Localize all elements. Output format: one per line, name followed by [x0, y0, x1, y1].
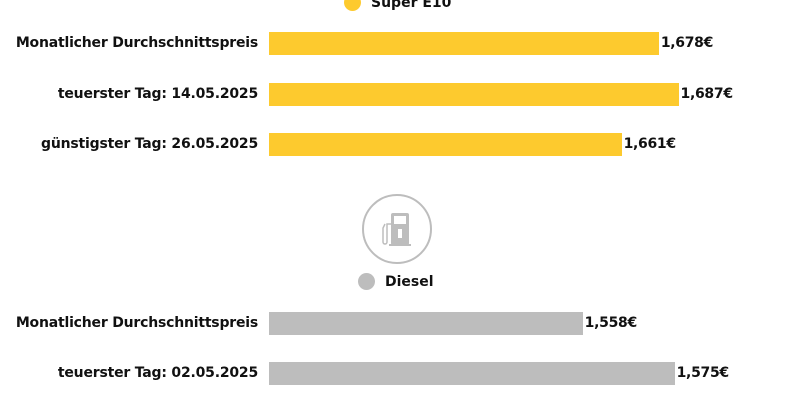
value-label: 1,687€ — [680, 86, 734, 102]
legend-label-super: Super E10 — [371, 0, 452, 11]
category-label: günstigster Tag: 26.05.2025 — [41, 136, 258, 152]
category-label: teuerster Tag: 02.05.2025 — [57, 365, 258, 381]
bar — [269, 32, 659, 55]
value-label: 1,575€ — [676, 365, 730, 381]
fuel-pump-icon — [362, 194, 432, 264]
value-label: 1,678€ — [660, 35, 714, 51]
legend-dot-diesel — [358, 273, 375, 290]
bar — [269, 133, 622, 156]
legend-super-e10: Super E10 — [344, 0, 451, 11]
value-label: 1,661€ — [623, 136, 677, 152]
legend-dot-super — [344, 0, 361, 11]
bar — [269, 362, 675, 385]
legend-diesel: Diesel — [358, 273, 434, 290]
value-label: 1,558€ — [584, 315, 638, 331]
legend-label-diesel: Diesel — [385, 273, 434, 290]
category-label: Monatlicher Durchschnittspreis — [15, 35, 258, 51]
category-label: teuerster Tag: 14.05.2025 — [57, 86, 258, 102]
bar — [269, 312, 583, 335]
category-label: Monatlicher Durchschnittspreis — [15, 315, 258, 331]
bar — [269, 83, 679, 106]
